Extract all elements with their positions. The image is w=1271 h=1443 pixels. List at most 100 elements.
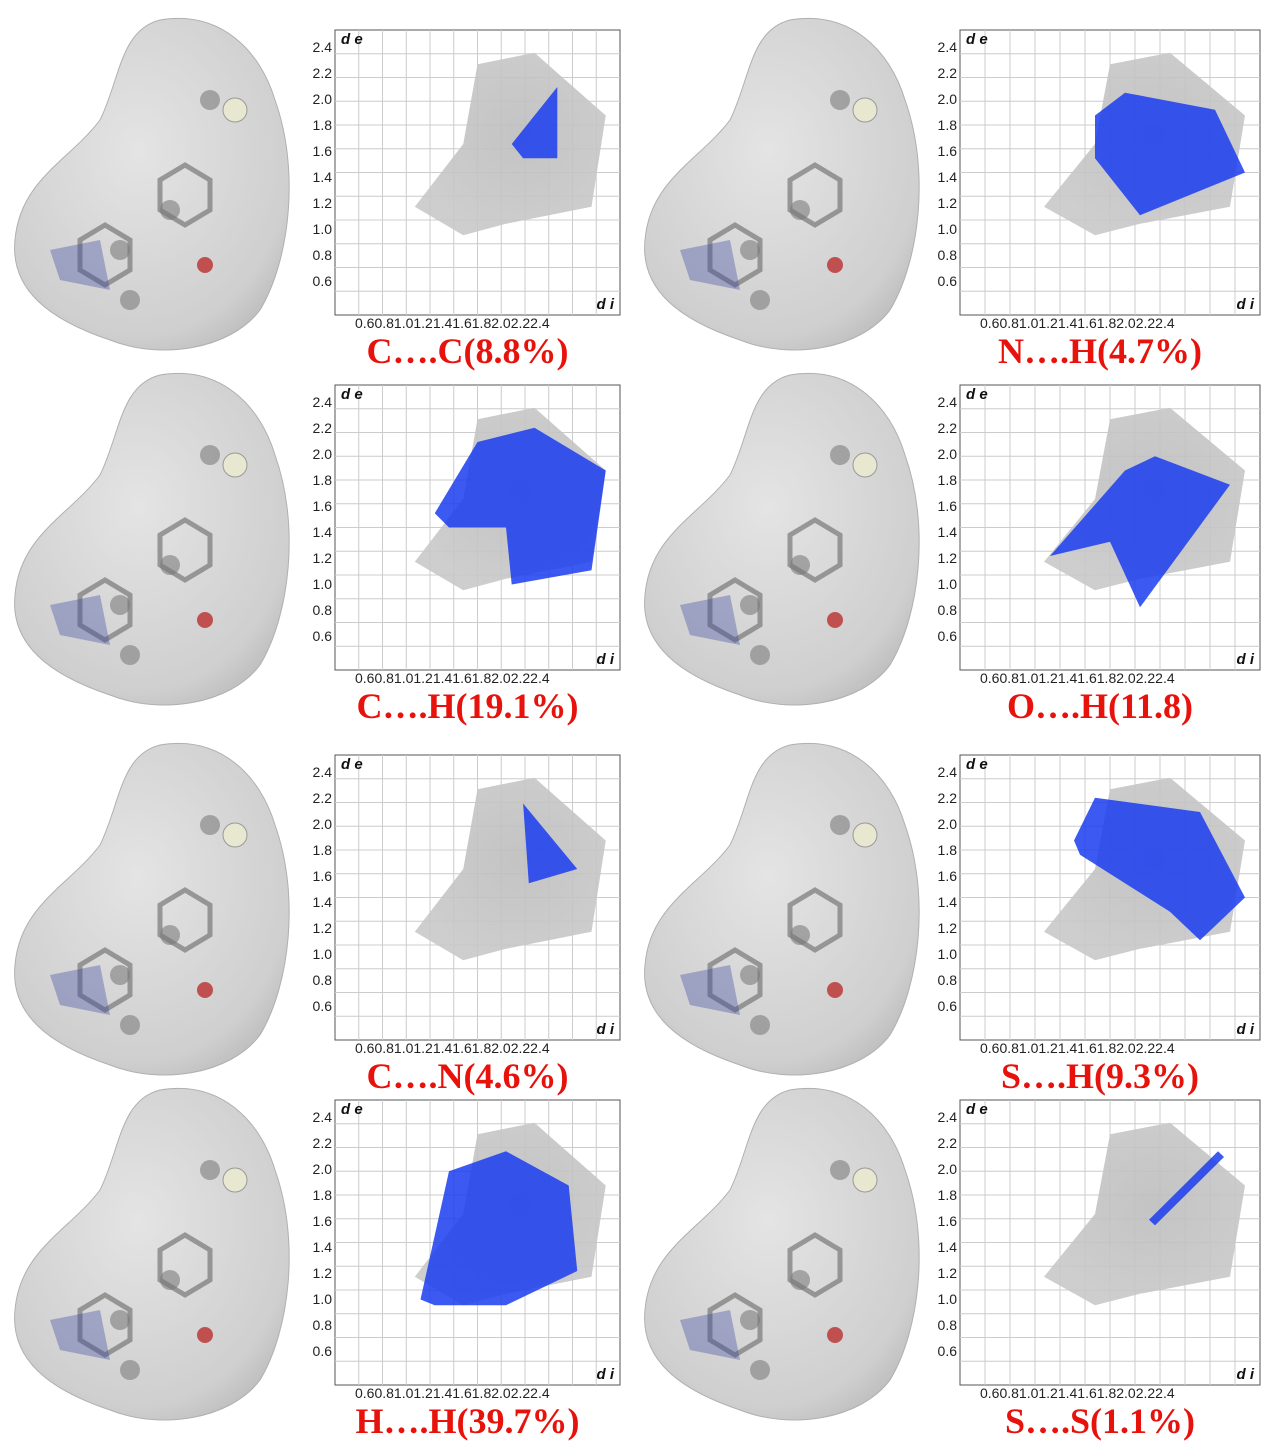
y-tick-label: 1.6 — [313, 868, 333, 884]
hirshfeld-surface — [15, 1088, 290, 1420]
atom — [830, 815, 850, 835]
x-axis-label: d i — [1237, 1021, 1255, 1038]
y-tick-label: 1.2 — [313, 195, 333, 211]
y-tick-label: 1.0 — [938, 576, 958, 592]
y-tick-label: 2.2 — [313, 65, 333, 81]
y-tick-label: 1.2 — [938, 920, 958, 936]
y-tick-label: 1.6 — [938, 1213, 958, 1229]
panel: 2.42.22.01.81.61.41.21.00.80.6d ed i0.60… — [15, 18, 620, 371]
y-tick-label: 1.0 — [938, 1291, 958, 1307]
oxygen-atom — [197, 257, 213, 273]
x-tick-labels: 0.60.81.01.21.41.61.82.02.22.4 — [355, 1385, 550, 1401]
sulfur-atom — [853, 823, 877, 847]
panel: 2.42.22.01.81.61.41.21.00.80.6d ed i0.60… — [15, 1088, 620, 1441]
sulfur-atom — [223, 453, 247, 477]
atom — [200, 445, 220, 465]
y-axis-label: d e — [966, 386, 988, 403]
y-tick-label: 0.8 — [938, 1317, 958, 1333]
y-tick-label: 2.4 — [313, 1109, 333, 1125]
surface-blob — [645, 373, 920, 705]
atom — [200, 815, 220, 835]
y-tick-label: 1.2 — [938, 1265, 958, 1281]
surface-blob — [645, 743, 920, 1075]
y-tick-label: 1.8 — [938, 842, 958, 858]
atom — [120, 1360, 140, 1380]
y-tick-label: 2.4 — [313, 764, 333, 780]
y-tick-label: 1.8 — [313, 117, 333, 133]
y-tick-label: 2.4 — [938, 764, 958, 780]
panel-caption: H….H(39.7%) — [356, 1401, 580, 1441]
x-tick-labels: 0.60.81.01.21.41.61.82.02.22.4 — [355, 670, 550, 686]
x-tick-labels: 0.60.81.01.21.41.61.82.02.22.4 — [980, 315, 1175, 331]
y-tick-label: 0.8 — [938, 247, 958, 263]
y-tick-label: 1.0 — [938, 946, 958, 962]
y-tick-label: 2.4 — [313, 39, 333, 55]
panel-caption: C….H(19.1%) — [357, 686, 579, 726]
y-tick-label: 1.4 — [313, 1239, 333, 1255]
y-tick-label: 1.8 — [313, 842, 333, 858]
y-tick-label: 2.2 — [938, 420, 958, 436]
sulfur-atom — [853, 453, 877, 477]
y-tick-label: 0.8 — [313, 602, 333, 618]
y-axis-label: d e — [341, 1101, 363, 1118]
y-tick-label: 1.8 — [313, 472, 333, 488]
y-tick-label: 2.2 — [938, 65, 958, 81]
atom — [120, 645, 140, 665]
atom — [750, 645, 770, 665]
y-axis-label: d e — [341, 756, 363, 773]
atom — [110, 1310, 130, 1330]
y-tick-label: 2.4 — [938, 39, 958, 55]
y-tick-label: 2.0 — [938, 91, 958, 107]
hirshfeld-surface — [645, 18, 920, 350]
x-tick-labels: 0.60.81.01.21.41.61.82.02.22.4 — [980, 1385, 1175, 1401]
y-tick-label: 2.4 — [313, 394, 333, 410]
surface-blob — [15, 743, 290, 1075]
x-tick-labels: 0.60.81.01.21.41.61.82.02.22.4 — [980, 1040, 1175, 1056]
y-tick-label: 1.4 — [938, 169, 958, 185]
y-tick-label: 0.8 — [938, 972, 958, 988]
sulfur-atom — [223, 823, 247, 847]
atom — [830, 445, 850, 465]
x-axis-label: d i — [597, 1366, 615, 1383]
oxygen-atom — [827, 982, 843, 998]
y-tick-label: 2.0 — [938, 816, 958, 832]
oxygen-atom — [827, 257, 843, 273]
atom — [200, 90, 220, 110]
sulfur-atom — [223, 1168, 247, 1192]
y-tick-label: 1.2 — [938, 550, 958, 566]
atom — [750, 1360, 770, 1380]
y-tick-label: 2.2 — [313, 790, 333, 806]
y-tick-label: 0.8 — [313, 247, 333, 263]
y-tick-label: 1.4 — [313, 894, 333, 910]
hirshfeld-surface — [15, 743, 290, 1075]
panel: 2.42.22.01.81.61.41.21.00.80.6d ed i0.60… — [645, 1088, 1260, 1441]
atom — [740, 595, 760, 615]
panel: 2.42.22.01.81.61.41.21.00.80.6d ed i0.60… — [15, 743, 620, 1096]
y-tick-label: 2.0 — [938, 446, 958, 462]
atom — [830, 1160, 850, 1180]
hirshfeld-surface — [15, 18, 290, 350]
x-axis-label: d i — [1237, 651, 1255, 668]
oxygen-atom — [197, 982, 213, 998]
atom — [830, 90, 850, 110]
figure: 2.42.22.01.81.61.41.21.00.80.6d ed i0.60… — [0, 0, 1271, 1443]
atom — [110, 240, 130, 260]
hirshfeld-surface — [645, 743, 920, 1075]
y-tick-label: 1.6 — [313, 498, 333, 514]
y-tick-label: 2.4 — [938, 1109, 958, 1125]
y-tick-label: 0.8 — [938, 602, 958, 618]
sulfur-atom — [853, 98, 877, 122]
sulfur-atom — [223, 98, 247, 122]
y-tick-label: 2.0 — [313, 1161, 333, 1177]
y-tick-label: 1.6 — [313, 143, 333, 159]
hirshfeld-surface — [645, 1088, 920, 1420]
y-axis-label: d e — [966, 31, 988, 48]
hirshfeld-surface — [15, 373, 290, 705]
hirshfeld-surface — [645, 373, 920, 705]
y-tick-label: 2.2 — [938, 1135, 958, 1151]
atom — [740, 240, 760, 260]
panel-caption: C….N(4.6%) — [367, 1056, 569, 1096]
y-tick-label: 1.0 — [938, 221, 958, 237]
sulfur-atom — [853, 1168, 877, 1192]
surface-blob — [645, 1088, 920, 1420]
